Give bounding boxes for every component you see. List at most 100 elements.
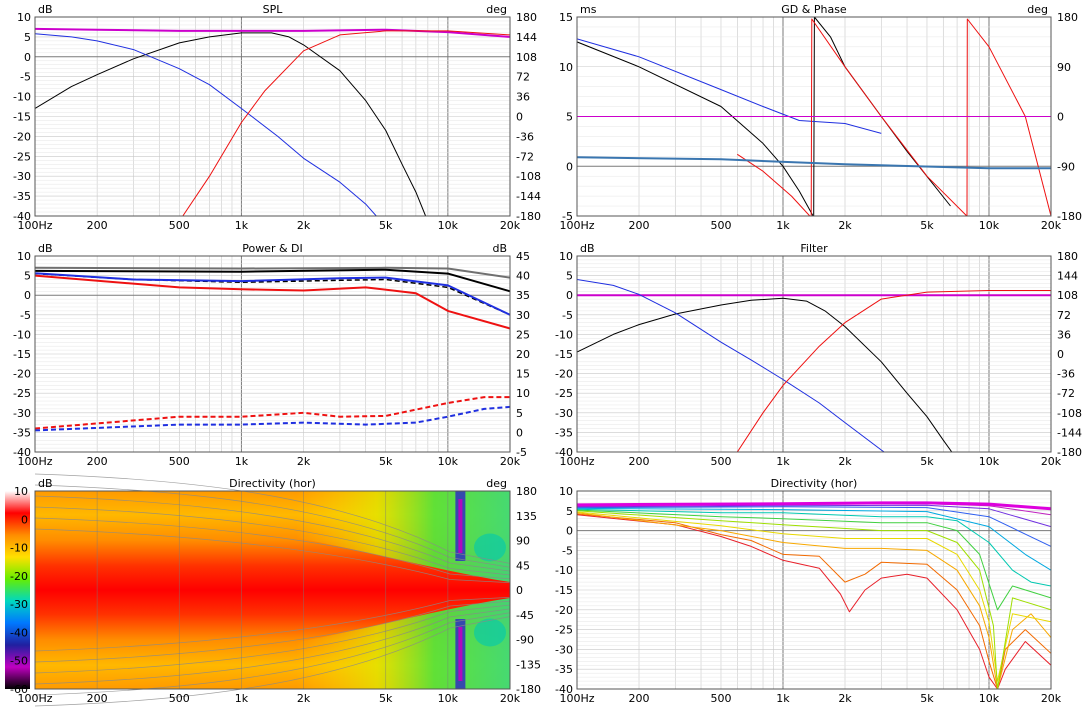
series-line <box>35 396 510 430</box>
x-tick-label: 200 <box>87 692 108 705</box>
x-tick-label: 2k <box>838 219 852 232</box>
y-tick-label-right: -5 <box>516 446 527 459</box>
series-line <box>577 41 814 216</box>
x-tick-label: 20k <box>1041 692 1062 705</box>
y-tick-label-right: 0 <box>1057 348 1064 361</box>
heatmap-cyan-zone <box>473 533 506 562</box>
series-line <box>35 33 377 216</box>
y-tick-label-left: 0 <box>566 160 573 173</box>
heatmap-cyan-zone <box>473 618 506 647</box>
x-tick-label: 20k <box>500 455 521 468</box>
y-tick-label-left: -15 <box>13 111 31 124</box>
y-tick-label-left: -30 <box>555 407 573 420</box>
y-unit-left: dB <box>38 3 53 16</box>
x-tick-label: 10k <box>979 219 1000 232</box>
series-line <box>182 30 510 216</box>
x-tick-label: 200 <box>629 219 650 232</box>
color-scale-label: 10 <box>14 485 28 498</box>
series-group <box>577 17 1051 216</box>
x-tick-label: 1k <box>235 692 249 705</box>
y-tick-label-left: -40 <box>13 210 31 223</box>
heatmap-contour <box>34 597 511 652</box>
y-tick-label-left: 0 <box>566 525 573 538</box>
series-group <box>577 501 1051 689</box>
x-tick-label: 1k <box>235 219 249 232</box>
plot-frame <box>34 255 511 453</box>
y-tick-label-left: -20 <box>13 130 31 143</box>
y-tick-label-right: -108 <box>1057 407 1082 420</box>
chart-dirlines <box>576 490 1052 690</box>
x-tick-label: 2k <box>838 455 852 468</box>
y-tick-label-left: -15 <box>13 348 31 361</box>
y-tick-label-left: 10 <box>559 485 573 498</box>
y-tick-label-left: -35 <box>555 663 573 676</box>
y-unit-right: deg <box>486 477 507 490</box>
y-tick-label-left: -15 <box>555 348 573 361</box>
y-tick-label-left: -10 <box>555 564 573 577</box>
plot-frame <box>576 255 1052 453</box>
plot-frame <box>576 16 1052 217</box>
color-scale-bar <box>5 491 30 689</box>
heatmap-contour <box>34 517 511 580</box>
series-line <box>577 508 1051 587</box>
series-line <box>577 514 1051 689</box>
series-line <box>577 509 1051 611</box>
x-tick-label: 2k <box>297 692 311 705</box>
y-unit-right: deg <box>1027 3 1048 16</box>
y-tick-label-right: 90 <box>516 535 530 548</box>
y-tick-label-left: 5 <box>24 270 31 283</box>
series-line <box>577 504 1051 528</box>
y-unit-left: dB <box>580 242 595 255</box>
y-unit-right: dB <box>492 242 507 255</box>
series-line <box>810 18 968 216</box>
y-tick-label-right: 0 <box>1057 111 1064 124</box>
series-line <box>577 512 1051 689</box>
y-tick-label-right: -144 <box>516 190 541 203</box>
axis-ticks: 100Hz 200 500 1k 2k 5k 10k 20k 10 5 0 -5 -10 -15 -20 -2… <box>555 242 1082 468</box>
y-tick-label-left: -35 <box>555 426 573 439</box>
series-line <box>35 405 510 432</box>
series-line <box>577 501 1051 511</box>
y-tick-label-left: -40 <box>13 446 31 459</box>
y-tick-label-left: -25 <box>555 624 573 637</box>
x-tick-label: 200 <box>87 219 108 232</box>
series-line <box>35 274 510 330</box>
series-line <box>35 27 510 38</box>
x-tick-label: 10k <box>438 455 459 468</box>
series-line <box>35 266 510 279</box>
y-tick-label-right: 40 <box>516 270 530 283</box>
y-tick-label-right: 20 <box>516 348 530 361</box>
x-tick-label: 5k <box>379 455 393 468</box>
y-tick-label-right: 35 <box>516 289 530 302</box>
y-tick-label-right: 0 <box>516 111 523 124</box>
y-tick-label-right: -36 <box>516 130 534 143</box>
axis-ticks: 100Hz 200 500 1k 2k 5k 10k 20k 10 5 0 -5 -10 -15 -20 -2… <box>555 477 1062 705</box>
y-tick-label-right: 180 <box>516 11 537 24</box>
x-tick-label: 100Hz <box>17 219 52 232</box>
y-tick-label-right: 144 <box>516 31 537 44</box>
x-tick-label: 10k <box>979 692 1000 705</box>
color-scale-label: -20 <box>10 570 28 583</box>
y-tick-label-right: 108 <box>516 51 537 64</box>
heatmap-null-core <box>458 627 463 681</box>
plot-frame <box>34 16 511 217</box>
y-tick-label-right: 15 <box>516 368 530 381</box>
y-tick-label-right: 25 <box>516 328 530 341</box>
chart-gd <box>576 16 1052 217</box>
y-unit-left: ms <box>580 3 597 16</box>
y-tick-label-right: -72 <box>1057 387 1075 400</box>
y-tick-label-left: -15 <box>555 584 573 597</box>
x-tick-label: 200 <box>629 455 650 468</box>
x-tick-label: 1k <box>776 455 790 468</box>
x-tick-label: 500 <box>169 692 190 705</box>
x-tick-label: 5k <box>920 455 934 468</box>
y-tick-label-left: 5 <box>566 505 573 518</box>
y-tick-label-left: -25 <box>555 387 573 400</box>
chart-dirmap: 10 0 -10 -20 -30 -40 -50 -60 <box>5 473 511 707</box>
y-tick-label-left: 10 <box>17 11 31 24</box>
axis-ticks: 100Hz 200 500 1k 2k 5k 10k 20k 15 10 5 0 -5 180 90 0 -90… <box>559 3 1082 232</box>
y-tick-label-left: -25 <box>13 150 31 163</box>
y-tick-label-left: -20 <box>555 604 573 617</box>
y-tick-label-left: 5 <box>566 111 573 124</box>
